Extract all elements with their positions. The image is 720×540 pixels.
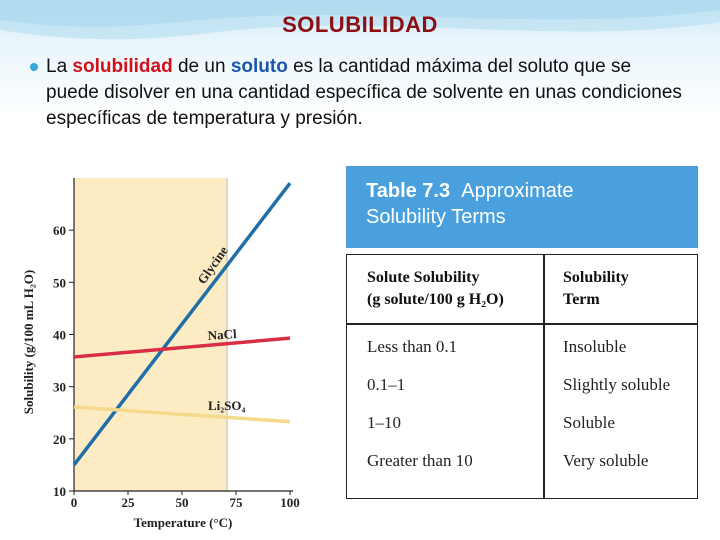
y-tick-label: 60 [53, 223, 66, 238]
definition-bullet: La solubilidad de un soluto es la cantid… [30, 54, 686, 132]
table-title-line2: Solubility Terms [366, 206, 506, 228]
plot-band-warm [74, 178, 227, 491]
table-cell-term: Very soluble [563, 451, 649, 470]
y-tick-label: 50 [53, 275, 66, 290]
series-lines [72, 182, 292, 466]
y-tick-label: 40 [53, 328, 66, 343]
table-column-divider [543, 255, 545, 498]
table-number: Table 7.3 [366, 180, 451, 202]
plot-band-white [227, 178, 293, 491]
keyword-soluto: soluto [230, 56, 288, 77]
col2-header-line2: Term [563, 291, 600, 308]
table-header-bar: Table 7.3 Approximate Solubility Terms [346, 166, 698, 248]
solubility-chart: 10 20 30 40 50 60 0 25 50 75 100 Temperature (°C)… [21, 178, 300, 530]
keyword-solubilidad: solubilidad [72, 56, 173, 77]
column-header-term: Solubility Term [563, 267, 629, 311]
solubility-terms-table: Table 7.3 Approximate Solubility Terms S… [346, 166, 698, 499]
bullet-text-1: La [46, 56, 73, 77]
y-tick-label: 30 [53, 380, 66, 395]
x-ticks: 0 25 50 75 100 [71, 491, 300, 510]
col1-header-line2: (g solute/100 g H₂O) [367, 291, 504, 308]
bullet-icon [30, 63, 38, 71]
table-cell-solubility: 1–10 [367, 413, 401, 432]
y-tick-label: 20 [53, 432, 66, 447]
slide-title: SOLUBILIDAD [282, 12, 438, 37]
y-ticks: 10 20 30 40 50 60 [53, 223, 74, 499]
y-tick-label: 10 [53, 484, 66, 499]
col1-header-line1: Solute Solubility [367, 269, 480, 286]
table-cell-term: Soluble [563, 413, 615, 432]
series-line-li2so4 [73, 405, 291, 424]
table-cell-solubility: Greater than 10 [367, 451, 473, 470]
bullet-text-3: es la cantidad máxima del soluto que se … [46, 56, 682, 129]
series-label-li2so4: Li₂SO₄ [208, 398, 246, 413]
column-header-solubility: Solute Solubility (g solute/100 g H₂O) [367, 267, 504, 311]
series-line-glycine [72, 182, 292, 466]
table-body: Solute Solubility (g solute/100 g H₂O) S… [346, 254, 698, 499]
x-tick-label: 0 [71, 495, 78, 510]
x-tick-label: 75 [230, 495, 244, 510]
table-title: Table 7.3 Approximate Solubility Terms [366, 178, 574, 230]
x-axis-title: Temperature (°C) [134, 515, 233, 530]
series-line-nacl [73, 336, 291, 359]
table-title-line1: Approximate [461, 180, 574, 202]
x-tick-label: 50 [176, 495, 189, 510]
table-cell-solubility: Less than 0.1 [367, 337, 458, 356]
x-tick-label: 100 [280, 495, 300, 510]
col2-header-line1: Solubility [563, 269, 629, 286]
table-cell-term: Insoluble [563, 337, 627, 356]
table-header-divider [347, 323, 697, 325]
bullet-text-2: de un [172, 56, 231, 77]
series-label-nacl: NaCl [207, 326, 237, 343]
table-cell-solubility: 0.1–1 [367, 375, 406, 394]
table-cell-term: Slightly soluble [563, 375, 671, 394]
x-tick-label: 25 [122, 495, 136, 510]
header-wave-decoration [0, 0, 720, 40]
y-axis-title: Solubility (g/100 mL H₂O) [21, 270, 36, 414]
